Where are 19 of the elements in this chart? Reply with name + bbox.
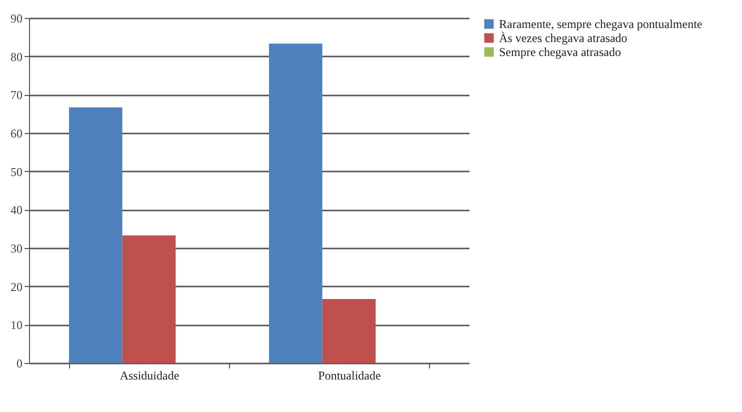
bar	[69, 107, 122, 363]
y-tick-label: 50	[10, 164, 22, 179]
y-tick-label: 80	[10, 50, 22, 64]
y-tick-label: 30	[10, 242, 22, 256]
bar	[269, 44, 322, 363]
y-tick-label: 10	[10, 318, 22, 332]
y-tick-label: 20	[10, 280, 22, 294]
y-tick-label: 90	[10, 12, 22, 26]
bar	[122, 235, 176, 363]
x-tick-label: Assiduidade	[120, 368, 180, 382]
legend-label: Raramente, sempre chegava pontualmente	[499, 17, 702, 31]
bar	[322, 298, 376, 363]
y-tick-label: 60	[10, 126, 22, 140]
y-tick-label: 40	[10, 203, 22, 218]
legend-label: Sempre chegava atrasado	[499, 45, 621, 59]
legend-label: Às vezes chegava atrasado	[499, 31, 628, 45]
y-tick-label: 70	[10, 88, 22, 102]
x-tick-label: Pontualidade	[318, 368, 381, 382]
y-tick-label: 0	[16, 356, 22, 370]
